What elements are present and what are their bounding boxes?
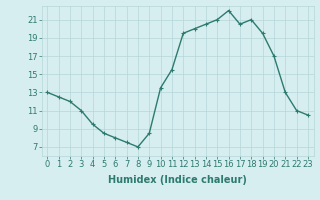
- X-axis label: Humidex (Indice chaleur): Humidex (Indice chaleur): [108, 175, 247, 185]
